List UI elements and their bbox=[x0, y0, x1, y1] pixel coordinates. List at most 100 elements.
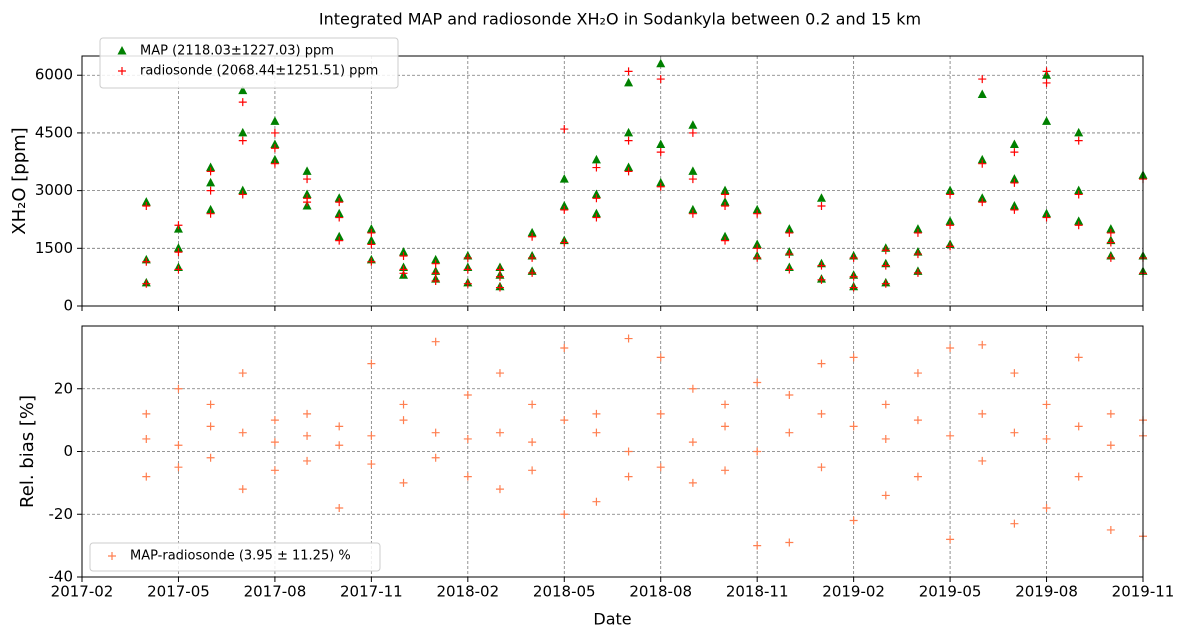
point bbox=[431, 428, 440, 437]
point bbox=[721, 190, 730, 199]
point bbox=[881, 246, 890, 255]
point bbox=[463, 253, 472, 262]
point bbox=[978, 159, 987, 168]
point bbox=[528, 438, 537, 447]
point bbox=[624, 136, 633, 145]
y-tick-label: 0 bbox=[63, 297, 73, 315]
point bbox=[1074, 185, 1084, 195]
point bbox=[270, 466, 279, 475]
x-tick-label: 2017-11 bbox=[340, 583, 403, 601]
point bbox=[784, 224, 794, 233]
point bbox=[270, 128, 279, 137]
point bbox=[367, 431, 376, 440]
point bbox=[206, 204, 216, 214]
point bbox=[785, 265, 794, 274]
point bbox=[1010, 369, 1019, 378]
point bbox=[142, 257, 151, 266]
point bbox=[752, 239, 762, 248]
point bbox=[592, 213, 601, 222]
point bbox=[334, 193, 344, 202]
point bbox=[656, 139, 666, 148]
point bbox=[688, 384, 697, 393]
point bbox=[721, 422, 730, 431]
point bbox=[817, 275, 826, 284]
point bbox=[335, 198, 344, 207]
point bbox=[817, 202, 826, 210]
point bbox=[592, 497, 601, 506]
point bbox=[399, 400, 408, 409]
point bbox=[335, 422, 344, 431]
point bbox=[688, 175, 697, 184]
point bbox=[913, 472, 922, 481]
point bbox=[592, 409, 601, 418]
point bbox=[785, 428, 794, 437]
point bbox=[1106, 224, 1116, 233]
x-tick-label: 2019-05 bbox=[919, 583, 982, 601]
point bbox=[431, 277, 440, 285]
point bbox=[592, 163, 601, 172]
point bbox=[1042, 400, 1051, 409]
point bbox=[335, 236, 344, 245]
point bbox=[785, 391, 794, 400]
legend-label: radiosonde (2068.44±1251.51) ppm bbox=[140, 64, 378, 79]
point bbox=[399, 416, 408, 425]
point bbox=[270, 416, 279, 425]
point bbox=[721, 400, 730, 409]
point bbox=[142, 202, 151, 210]
point bbox=[174, 248, 183, 257]
point bbox=[238, 98, 247, 107]
y-tick-label: 0 bbox=[63, 442, 73, 460]
point bbox=[367, 257, 376, 266]
point bbox=[560, 510, 569, 519]
point bbox=[463, 279, 472, 288]
point bbox=[752, 204, 762, 214]
point bbox=[591, 208, 601, 218]
point bbox=[495, 265, 504, 274]
point bbox=[978, 75, 987, 84]
point bbox=[495, 283, 504, 292]
point bbox=[1010, 205, 1019, 214]
point bbox=[656, 148, 665, 157]
point bbox=[688, 209, 697, 218]
point bbox=[560, 238, 569, 247]
point bbox=[142, 434, 151, 443]
point bbox=[1074, 127, 1084, 137]
point bbox=[592, 428, 601, 437]
point bbox=[1074, 216, 1084, 225]
y-tick-label: 6000 bbox=[35, 66, 73, 84]
point bbox=[753, 209, 762, 218]
point bbox=[141, 197, 151, 206]
point bbox=[174, 265, 183, 274]
point bbox=[624, 162, 634, 172]
point bbox=[560, 125, 569, 134]
point bbox=[753, 253, 762, 262]
y-axis-label: Rel. bias [%] bbox=[17, 395, 38, 508]
point bbox=[270, 144, 279, 153]
legend-label: MAP (2118.03±1227.03) ppm bbox=[140, 44, 334, 59]
point bbox=[1074, 190, 1083, 199]
point bbox=[270, 139, 280, 148]
point bbox=[238, 85, 248, 95]
point bbox=[591, 154, 601, 164]
point bbox=[206, 186, 215, 195]
point bbox=[1009, 139, 1019, 148]
x-tick-label: 2018-02 bbox=[436, 583, 499, 601]
point bbox=[945, 185, 955, 195]
point bbox=[238, 136, 247, 145]
point bbox=[1042, 213, 1051, 222]
legend-box bbox=[89, 542, 381, 572]
point bbox=[624, 127, 634, 137]
point bbox=[720, 197, 730, 206]
point bbox=[977, 89, 987, 98]
point bbox=[334, 231, 344, 241]
point bbox=[881, 434, 890, 443]
point bbox=[206, 422, 215, 431]
point bbox=[366, 235, 376, 245]
point bbox=[688, 478, 697, 487]
point bbox=[495, 485, 504, 494]
point bbox=[142, 472, 151, 481]
point bbox=[560, 205, 569, 214]
point bbox=[978, 198, 987, 207]
point bbox=[303, 175, 312, 184]
